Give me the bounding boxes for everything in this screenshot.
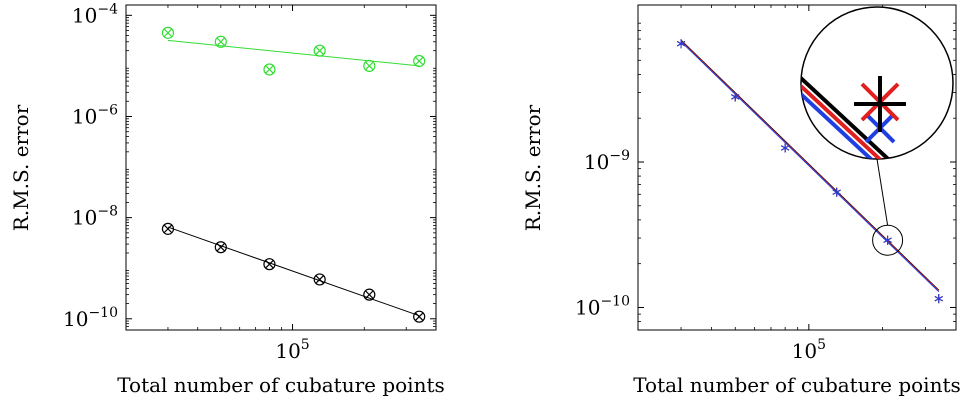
left-point-cross [163,224,173,234]
left-point-circle [313,44,326,57]
left-data-point [161,26,175,39]
left-point-circle [263,258,276,271]
left-point-circle [363,288,376,301]
inset-fit-line [801,66,902,159]
left-data-point [363,288,376,301]
left-point-cross [216,242,226,252]
left-data-point [363,59,376,72]
inset-fit-line [801,74,902,159]
left-x-axis-label: Total number of cubature points [117,373,445,397]
left-point-circle [214,35,227,48]
inset-fit-line [801,82,902,159]
left-data-point [313,273,326,286]
left-point-cross [315,275,325,284]
left-data-point [214,241,227,254]
left-point-cross [414,312,424,321]
left-point-cross [265,65,274,74]
left-point-circle [413,54,426,68]
right-point-asterisk [934,295,943,302]
left-point-circle [363,59,376,72]
inset-content [801,66,906,159]
left-ytick-label: 10−6 [72,102,118,128]
right-point-asterisk [883,237,892,243]
left-y-axis-label: R.M.S. error [9,104,33,231]
left-data-point [263,63,276,76]
right-ticks: 10−9 10−10 105 [575,5,956,363]
right-marks [676,39,943,304]
right-fit-line [680,39,940,291]
right-data-point [883,235,892,245]
right-y-axis-label: R.M.S. error [521,104,545,231]
left-ytick-label: 10−4 [72,1,118,27]
right-point-asterisk [731,94,740,100]
left-point-circle [161,26,175,39]
left-ticks: 10−4 10−6 10−8 10−10 105 [63,1,436,363]
right-data-point [934,294,943,304]
left-fit-line [167,39,420,67]
left-ytick-label: 10−10 [63,305,118,331]
inset-circle [800,6,954,160]
left-point-circle [263,63,276,76]
left-data-point [313,44,326,57]
left-point-cross [216,37,226,47]
left-data-point [413,54,426,68]
right-point-asterisk [832,189,841,195]
left-fit-line [167,226,420,317]
right-plot-frame [637,4,957,331]
right-x-axis-label: Total number of cubature points [633,373,961,397]
left-point-cross [163,28,173,38]
right-point-asterisk [781,145,790,151]
left-point-circle [214,241,227,254]
left-xtick-label: 105 [275,337,309,363]
zoom-inset [800,6,954,256]
left-ytick-label: 10−8 [72,204,118,230]
left-plot-frame [125,4,437,331]
right-data-point [731,92,740,102]
left-point-cross [265,259,274,269]
right-chart: Total number of cubature points R.M.S. e… [521,4,961,397]
left-point-circle [161,222,175,235]
right-fit-line [680,41,940,293]
left-chart: Total number of cubature points R.M.S. e… [9,1,445,397]
left-data-point [161,222,175,235]
left-data-point [214,35,227,48]
left-marks [161,26,426,323]
left-data-point [413,310,426,323]
left-point-circle [413,310,426,323]
left-point-cross [365,61,374,71]
zoom-connector-line [876,158,889,226]
right-ytick-label: 10−9 [584,148,630,174]
right-ytick-label: 10−10 [575,293,630,319]
right-data-point [832,187,841,197]
left-point-cross [414,56,424,66]
right-fit-line [680,40,940,292]
left-point-circle [313,273,326,286]
right-xtick-label: 105 [792,337,826,363]
left-point-cross [365,290,374,299]
right-data-point [676,39,686,49]
left-data-point [263,258,276,271]
right-point-asterisk [676,41,686,47]
left-point-cross [315,46,325,55]
right-data-point [781,143,790,153]
